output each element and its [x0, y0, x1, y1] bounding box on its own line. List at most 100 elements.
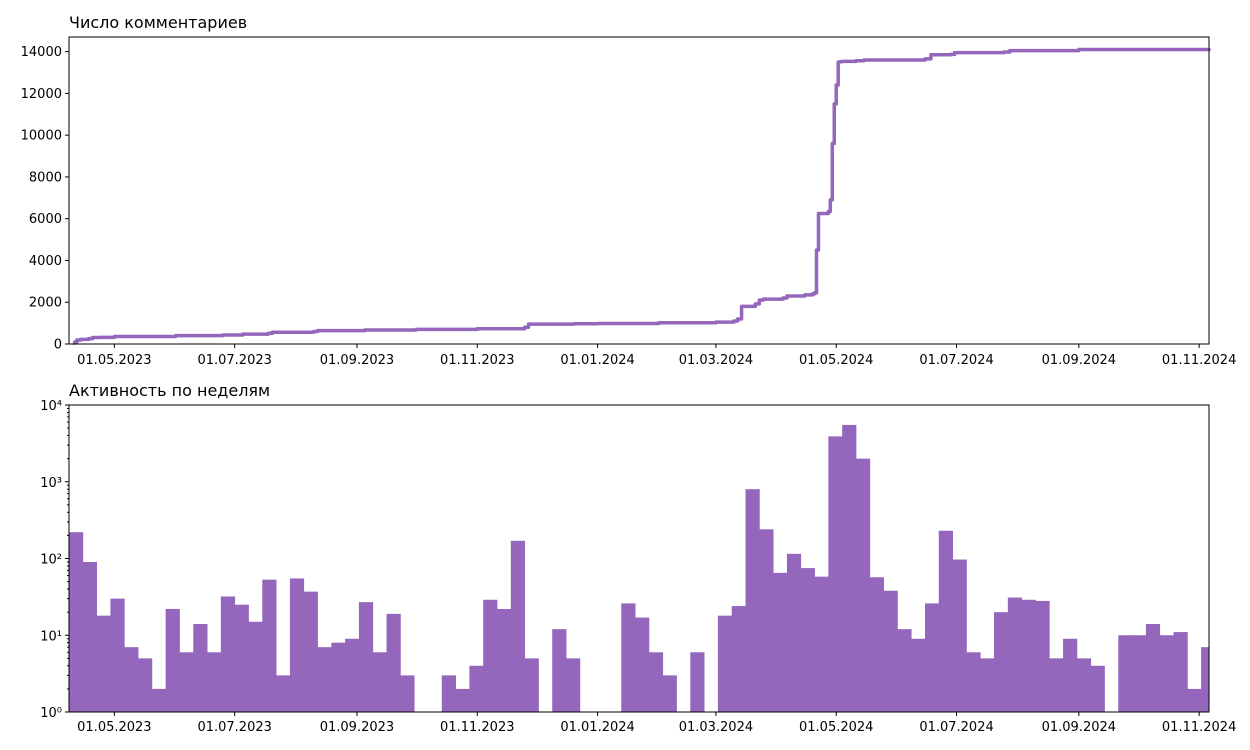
x-tick-label: 01.05.2024 — [799, 353, 873, 368]
weekly-bar — [773, 572, 788, 712]
weekly-bar — [220, 596, 236, 712]
x-tick-label: 01.01.2024 — [560, 720, 634, 735]
weekly-bar — [303, 591, 318, 712]
weekly-bar — [1118, 635, 1133, 712]
y-tick-label: 12000 — [21, 87, 62, 102]
weekly-bar — [1145, 624, 1161, 712]
weekly-bar — [828, 436, 843, 712]
cumulative-x-ticks: 01.05.2023 01.07.2023 01.09.2023 01.11.2023… — [77, 344, 1236, 368]
cumulative-series-line — [72, 47, 1211, 345]
x-tick-label: 01.11.2024 — [1162, 720, 1236, 735]
x-tick-label: 01.11.2023 — [440, 720, 514, 735]
y-tick-label: 8000 — [29, 170, 62, 185]
weekly-bar — [110, 598, 125, 712]
x-tick-label: 01.01.2024 — [560, 353, 634, 368]
weekly-bar — [938, 530, 953, 712]
weekly-bar — [759, 529, 774, 712]
weekly-bar — [400, 675, 415, 712]
x-tick-label: 01.07.2023 — [197, 720, 271, 735]
weekly-bar — [552, 629, 567, 712]
weekly-bar — [386, 613, 401, 712]
weekly-bar — [441, 675, 456, 712]
weekly-bar — [483, 599, 498, 712]
weekly-bar — [510, 540, 526, 712]
weekly-bar — [165, 608, 180, 712]
weekly-bar — [855, 458, 871, 712]
weekly-bar — [289, 578, 305, 712]
weekly-bar — [1076, 658, 1092, 712]
x-tick-label: 01.07.2024 — [919, 353, 993, 368]
weekly-bar — [82, 562, 98, 712]
weekly-bar — [911, 638, 926, 712]
weekly-bar — [207, 652, 222, 712]
weekly-bar — [800, 568, 815, 712]
weekly-bar — [662, 675, 677, 712]
weekly-bar — [331, 642, 346, 712]
weekly-bar — [1187, 688, 1202, 712]
y-tick-label: 2000 — [29, 296, 62, 311]
chart-title-weekly: Активность по неделям — [69, 381, 270, 400]
weekly-bar — [317, 647, 332, 712]
weekly-bar — [994, 612, 1009, 712]
y-tick-label: 10¹ — [40, 629, 62, 644]
weekly-bar — [276, 675, 291, 712]
y-tick-label: 10³ — [40, 476, 62, 491]
cumulative-y-ticks: 0 2000 4000 6000 8000 10000 12000 14000 — [21, 45, 69, 353]
weekly-bar — [234, 604, 249, 712]
x-tick-label: 01.07.2024 — [919, 720, 993, 735]
weekly-bar — [455, 688, 470, 712]
weekly-bar — [469, 665, 484, 712]
weekly-bar — [648, 652, 664, 712]
y-tick-label: 10000 — [21, 129, 62, 144]
x-tick-label: 01.05.2023 — [77, 353, 151, 368]
weekly-bar — [193, 624, 208, 712]
weekly-bar — [1063, 638, 1078, 712]
x-tick-label: 01.09.2023 — [320, 353, 394, 368]
weekly-bar — [1201, 647, 1210, 712]
weekly-bar — [496, 608, 512, 712]
cumulative-axes-frame — [68, 36, 1210, 345]
weekly-bar — [966, 652, 981, 712]
weekly-bar — [179, 652, 194, 712]
y-tick-label: 6000 — [29, 212, 62, 227]
weekly-bar — [1159, 635, 1174, 712]
y-tick-label: 10⁴ — [40, 399, 62, 414]
x-tick-label: 01.11.2023 — [440, 353, 514, 368]
weekly-bar — [869, 577, 884, 712]
x-tick-label: 01.09.2024 — [1042, 720, 1116, 735]
weekly-bar — [1021, 599, 1036, 712]
x-tick-label: 01.03.2024 — [679, 720, 753, 735]
weekly-bar — [248, 621, 263, 712]
y-tick-label: 10⁰ — [40, 706, 62, 721]
weekly-bar — [358, 602, 374, 712]
weekly-bar — [731, 606, 746, 712]
x-tick-label: 01.11.2024 — [1162, 353, 1236, 368]
weekly-bar — [814, 576, 829, 712]
weekly-bar — [690, 652, 705, 712]
weekly-bar — [745, 489, 760, 712]
weekly-bar — [924, 603, 940, 712]
weekly-bar — [635, 617, 650, 712]
weekly-bar — [372, 652, 387, 712]
weekly-bar — [621, 603, 636, 712]
y-tick-label: 10² — [40, 553, 62, 568]
chart-title-cumulative: Число комментариев — [69, 13, 247, 32]
weekly-bar — [883, 590, 898, 712]
weekly-bar — [1035, 600, 1050, 712]
weekly-bar — [842, 424, 857, 712]
weekly-bar — [897, 629, 912, 712]
weekly-bar — [1049, 658, 1064, 712]
y-tick-label: 14000 — [21, 45, 62, 60]
weekly-bar — [952, 559, 967, 712]
weekly-bar — [1173, 632, 1188, 712]
weekly-bar — [345, 638, 360, 712]
weekly-bar — [1132, 635, 1147, 712]
x-tick-label: 01.05.2024 — [799, 720, 873, 735]
weekly-bar — [138, 658, 153, 712]
weekly-bar — [980, 658, 995, 712]
x-tick-label: 01.07.2023 — [197, 353, 271, 368]
weekly-bar — [262, 579, 277, 712]
cumulative-plot-area — [72, 47, 1211, 345]
weekly-bar — [69, 532, 84, 712]
